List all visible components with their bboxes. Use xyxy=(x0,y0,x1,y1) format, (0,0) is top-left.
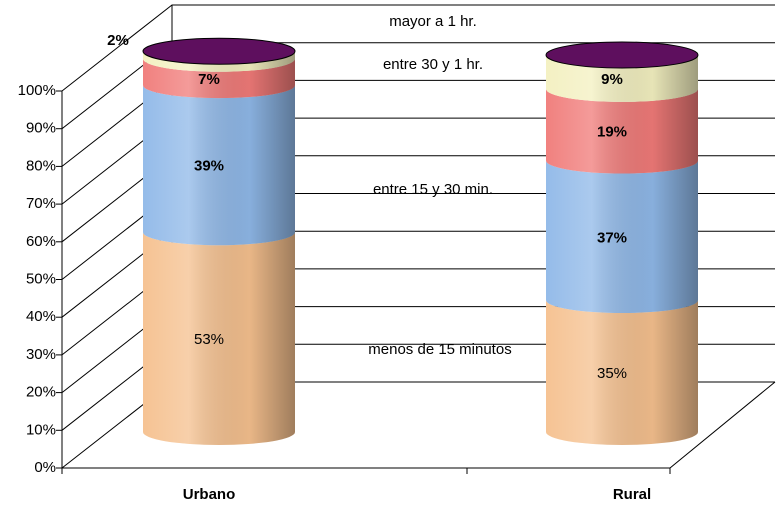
cylinder-shade xyxy=(546,55,698,445)
y-tick-label: 90% xyxy=(26,120,56,137)
cylinder-cap xyxy=(545,41,699,69)
series-label: entre 30 y 1 hr. xyxy=(383,56,483,73)
data-label: 7% xyxy=(198,71,220,88)
series-label: entre 15 y 30 min. xyxy=(373,181,493,198)
grid-line xyxy=(61,4,775,92)
y-tick-label: 60% xyxy=(26,233,56,250)
series-label: mayor a 1 hr. xyxy=(389,13,477,30)
y-tick-label: 70% xyxy=(26,195,56,212)
y-tick-label: 40% xyxy=(26,308,56,325)
data-label: 39% xyxy=(194,158,224,175)
y-tick-label: 100% xyxy=(18,82,56,99)
x-tick-label: Rural xyxy=(613,486,651,503)
data-label: 37% xyxy=(597,229,627,246)
data-label: 9% xyxy=(601,71,623,88)
data-label: 53% xyxy=(194,331,224,348)
x-tick-label: Urbano xyxy=(183,486,236,503)
series-label: menos de 15 minutos xyxy=(368,341,511,358)
y-tick-label: 0% xyxy=(34,459,56,476)
y-tick-label: 50% xyxy=(26,270,56,287)
data-label: 19% xyxy=(597,124,627,141)
y-tick-label: 80% xyxy=(26,157,56,174)
data-label: 35% xyxy=(597,365,627,382)
y-tick-label: 20% xyxy=(26,384,56,401)
cylinder-shade xyxy=(143,51,295,445)
y-tick-label: 30% xyxy=(26,346,56,363)
data-label: 2% xyxy=(107,32,129,49)
y-tick-label: 10% xyxy=(26,421,56,438)
cylinder-cap xyxy=(142,37,296,65)
